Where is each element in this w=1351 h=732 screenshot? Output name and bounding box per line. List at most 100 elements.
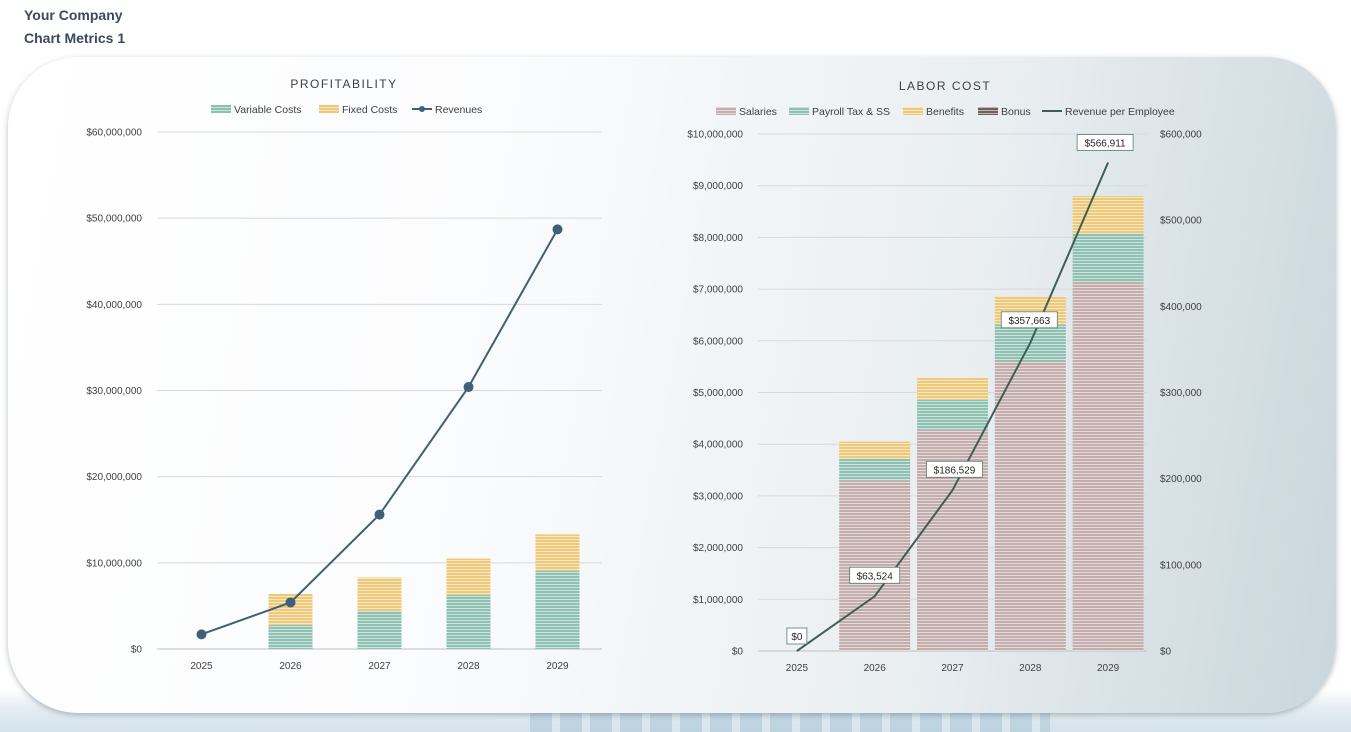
gridlines (157, 131, 602, 650)
background-building-image (530, 712, 1050, 732)
x-tick-label: 2025 (786, 663, 809, 674)
bar-payroll-tax-ss (1072, 233, 1144, 282)
secondary-y-axis-tick-labels: $0 $100,000 $200,000 $300,000 $400,000 $500,0… (1160, 130, 1202, 658)
bar-salaries (994, 361, 1066, 651)
x-tick-label: 2027 (368, 661, 391, 672)
point-revenues (374, 509, 385, 520)
y2-tick-label: $600,000 (1160, 130, 1202, 141)
bar-salaries (1072, 281, 1144, 651)
data-label-box (926, 460, 983, 478)
line-revenues (201, 228, 559, 636)
y-tick-label: $5,000,000 (693, 388, 743, 399)
x-axis-tick-labels: 2025 2026 2027 2028 2029 (190, 661, 569, 672)
y-tick-label: $4,000,000 (693, 440, 743, 451)
bar-payroll-tax-ss (917, 399, 988, 430)
chart-title: PROFITABILITY (290, 77, 397, 91)
bar-fixed-costs (535, 534, 580, 571)
chart-title: LABOR COST (899, 79, 991, 93)
y-tick-label: $60,000,000 (86, 128, 142, 139)
company-name: Your Company (24, 7, 123, 23)
x-tick-label: 2027 (941, 663, 964, 674)
bar-fixed-costs (357, 577, 402, 612)
y-tick-label: $10,000,000 (687, 130, 743, 141)
y-axis-tick-labels: $0 $1,000,000 $2,000,000 $3,000,000 $4,000,0… (687, 130, 743, 658)
y-tick-label: $3,000,000 (693, 491, 743, 502)
bar-payroll-tax-ss (839, 458, 911, 481)
legend-label: Salaries (739, 106, 777, 118)
legend-marker-revenues (419, 106, 425, 112)
legend-label: Bonus (1001, 106, 1031, 118)
y-tick-label: $40,000,000 (86, 300, 142, 311)
y-tick-label: $8,000,000 (693, 233, 743, 244)
data-label-box (786, 627, 808, 645)
y2-tick-label: $0 (1160, 647, 1172, 658)
y-tick-label: $7,000,000 (693, 285, 743, 296)
line-series (796, 162, 1110, 652)
legend-label: Benefits (926, 106, 964, 118)
legend-label: Revenues (435, 104, 482, 116)
y-tick-label: $9,000,000 (693, 181, 743, 192)
legend-swatch-payroll-tax-ss (789, 107, 809, 115)
legend-swatch-benefits (903, 107, 923, 115)
legend-swatch-fixed-costs (319, 105, 339, 113)
bar-variable-costs (446, 594, 491, 649)
chart-legend: Variable Costs Fixed Costs Revenues (211, 104, 482, 116)
bar-variable-costs (535, 570, 580, 649)
x-tick-label: 2028 (1019, 663, 1042, 674)
labor-cost-chart: LABOR COST Salaries Payroll Tax & SS Benef… (687, 79, 1202, 674)
line-revenue-per-employee (796, 162, 1110, 652)
x-tick-label: 2026 (864, 663, 887, 674)
x-tick-label: 2029 (1097, 663, 1120, 674)
chart-legend: Salaries Payroll Tax & SS Benefits Bonus Rev… (716, 106, 1175, 118)
y2-tick-label: $300,000 (1160, 388, 1202, 399)
y-tick-label: $30,000,000 (86, 386, 142, 397)
legend-label: Fixed Costs (342, 104, 397, 116)
x-axis-tick-labels: 2025 2026 2027 2028 2029 (786, 663, 1120, 674)
data-labels: $0 $63,524 $186,529 $357,663 $566,911 (786, 134, 1134, 645)
y-axis-tick-labels: $0 $10,000,000 $20,000,000 $30,000,000 $40,0… (86, 128, 142, 656)
bar-series (839, 196, 1144, 651)
y-tick-label: $6,000,000 (693, 336, 743, 347)
point-revenues (552, 224, 563, 235)
line-series (196, 224, 563, 640)
legend-swatch-salaries (716, 107, 736, 115)
profitability-chart: PROFITABILITY Variable Costs Fixed Costs R… (86, 77, 602, 672)
bar-series (268, 534, 580, 649)
data-label-box (849, 566, 901, 584)
bar-benefits (839, 441, 911, 459)
x-tick-label: 2026 (279, 661, 302, 672)
y2-tick-label: $100,000 (1160, 560, 1202, 571)
y-tick-label: $2,000,000 (693, 543, 743, 554)
y-tick-label: $20,000,000 (86, 472, 142, 483)
y-tick-label: $0 (732, 647, 744, 658)
bar-variable-costs (268, 624, 313, 649)
bar-variable-costs (357, 611, 402, 649)
point-revenues (463, 382, 474, 393)
bar-benefits (1072, 196, 1144, 234)
data-label: $357,663 (1008, 316, 1050, 327)
point-revenues (285, 597, 296, 608)
data-label-box (1076, 134, 1134, 151)
bar-salaries (839, 480, 911, 651)
data-label-box (1000, 311, 1058, 329)
y-tick-label: $50,000,000 (86, 214, 142, 225)
data-label: $186,529 (934, 465, 976, 476)
y-tick-label: $10,000,000 (86, 558, 142, 569)
y-tick-label: $0 (131, 645, 143, 656)
y2-tick-label: $200,000 (1160, 474, 1202, 485)
data-label: $0 (791, 632, 803, 643)
legend-label: Revenue per Employee (1065, 106, 1175, 118)
data-label: $566,911 (1085, 139, 1126, 150)
legend-swatch-bonus (978, 107, 998, 115)
x-tick-label: 2028 (457, 661, 480, 672)
point-revenues (196, 629, 207, 640)
x-tick-label: 2029 (546, 661, 569, 672)
legend-swatch-variable-costs (211, 105, 231, 113)
report-title: Chart Metrics 1 (24, 30, 126, 46)
bar-benefits (917, 378, 988, 400)
y2-tick-label: $400,000 (1160, 302, 1202, 313)
legend-label: Payroll Tax & SS (812, 106, 890, 118)
data-label: $63,524 (857, 571, 894, 582)
legend-label: Variable Costs (234, 104, 302, 116)
